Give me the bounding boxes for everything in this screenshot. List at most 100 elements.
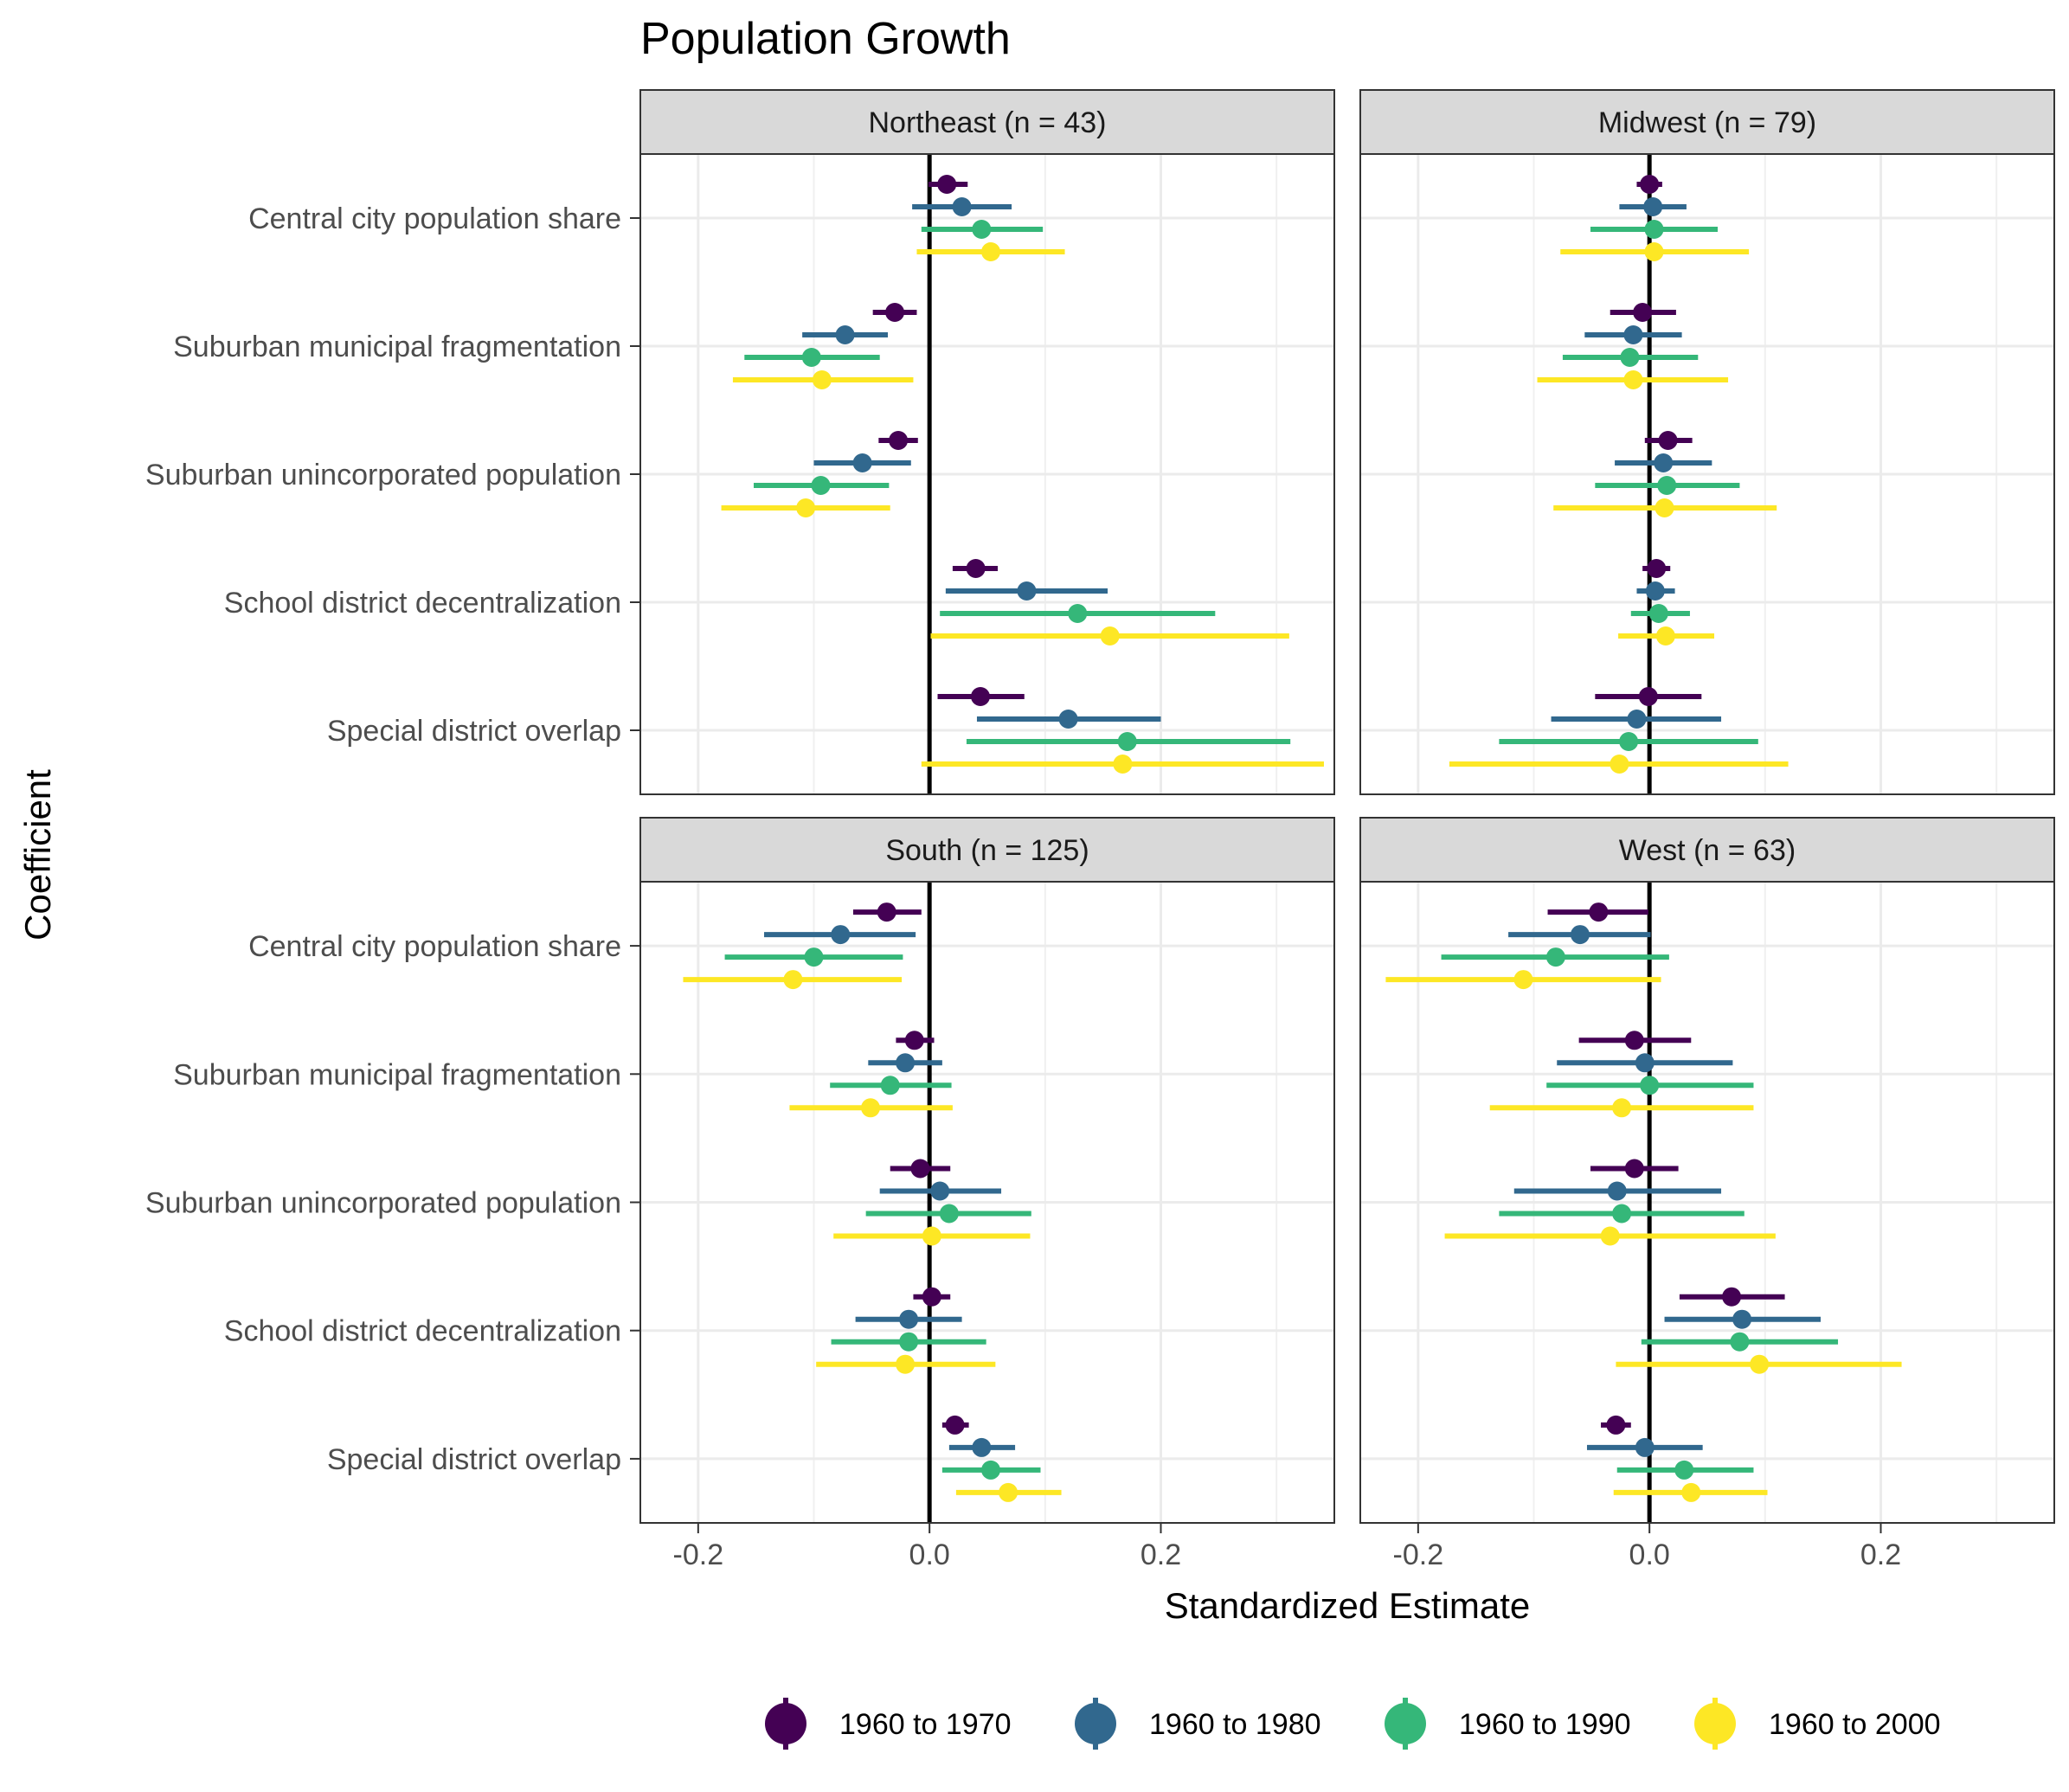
estimate-point xyxy=(1117,732,1137,751)
estimate-point xyxy=(1730,1332,1750,1352)
estimate-point xyxy=(804,947,824,967)
estimate-point xyxy=(1644,242,1664,261)
panel-strip xyxy=(1359,89,2055,155)
estimate-point xyxy=(1627,710,1647,729)
y-tick-label: School district decentralization xyxy=(224,1315,621,1348)
estimate-point xyxy=(852,453,872,472)
estimate-point xyxy=(1612,1098,1632,1118)
estimate-point xyxy=(1113,755,1133,774)
estimate-point xyxy=(1681,1482,1701,1502)
estimate-point xyxy=(1017,581,1037,601)
estimate-point xyxy=(999,1482,1018,1502)
estimate-point xyxy=(1619,732,1639,751)
estimate-point xyxy=(1610,755,1629,774)
estimate-point xyxy=(1640,1076,1660,1095)
estimate-point xyxy=(1545,947,1565,967)
estimate-point xyxy=(899,1332,919,1352)
estimate-point xyxy=(922,1226,941,1246)
legend-key-point xyxy=(1385,1703,1426,1744)
panel-border xyxy=(1359,153,2055,795)
estimate-point xyxy=(1620,348,1640,367)
y-tick-label: Central city population share xyxy=(248,930,621,963)
y-tick-label: Special district overlap xyxy=(327,1443,621,1476)
legend-label: 1960 to 2000 xyxy=(1769,1708,1941,1741)
chart-title: Population Growth xyxy=(640,14,1011,64)
legend: 1960 to 1970 1960 to 1980 1960 to 1990 1960… xyxy=(765,1698,1941,1750)
x-tick-label: 0.0 xyxy=(909,1538,950,1571)
estimate-point xyxy=(1655,498,1674,517)
estimate-point xyxy=(1633,303,1653,322)
legend-key-point xyxy=(1694,1703,1736,1744)
estimate-point xyxy=(831,925,851,945)
estimate-point xyxy=(922,1287,941,1307)
estimate-point xyxy=(1674,1460,1694,1480)
estimate-point xyxy=(952,197,972,216)
legend-label: 1960 to 1970 xyxy=(839,1708,1012,1741)
y-tick-label: Central city population share xyxy=(248,202,621,235)
estimate-point xyxy=(1722,1287,1742,1307)
estimate-point xyxy=(1623,325,1643,344)
y-tick-label: Suburban municipal fragmentation xyxy=(173,331,621,363)
estimate-point xyxy=(910,1159,930,1179)
panel-border xyxy=(1359,881,2055,1524)
estimate-point xyxy=(1643,197,1663,216)
panel: Midwest (n = 79) xyxy=(1359,89,2055,795)
y-tick-label: Suburban unincorporated population xyxy=(145,459,621,491)
panel-strip xyxy=(639,817,1335,883)
estimate-point xyxy=(1606,1415,1626,1435)
estimate-point xyxy=(801,348,821,367)
estimate-point xyxy=(889,431,909,450)
estimate-point xyxy=(1635,1053,1655,1073)
estimate-point xyxy=(1612,1204,1632,1224)
x-tick-label: 0.2 xyxy=(1141,1538,1181,1571)
estimate-point xyxy=(972,220,992,239)
estimate-point xyxy=(1623,370,1643,389)
estimate-point xyxy=(981,1460,1001,1480)
estimate-point xyxy=(930,1181,950,1201)
estimate-point xyxy=(899,1309,919,1329)
estimate-point xyxy=(904,1031,924,1050)
estimate-point xyxy=(1624,1159,1644,1179)
estimate-point xyxy=(1657,476,1677,495)
estimate-point xyxy=(981,242,1001,261)
estimate-point xyxy=(1750,1354,1770,1374)
legend-label: 1960 to 1990 xyxy=(1459,1708,1631,1741)
estimate-point xyxy=(835,325,855,344)
legend-key-point xyxy=(1075,1703,1116,1744)
y-tick-label: School district decentralization xyxy=(224,587,621,620)
estimate-point xyxy=(880,1076,900,1095)
x-axis-title: Standardized Estimate xyxy=(1165,1585,1531,1626)
panel-strip xyxy=(639,89,1335,155)
legend-label: 1960 to 1980 xyxy=(1149,1708,1321,1741)
estimate-point xyxy=(939,1204,959,1224)
estimate-point xyxy=(1648,604,1668,623)
estimate-point xyxy=(1654,453,1674,472)
estimate-point xyxy=(1100,626,1120,646)
legend-key-point xyxy=(765,1703,806,1744)
y-tick-label: Suburban unincorporated population xyxy=(145,1187,621,1220)
legend-item: 1960 to 2000 xyxy=(1694,1698,1941,1750)
estimate-point xyxy=(860,1098,880,1118)
estimate-point xyxy=(1647,559,1667,578)
panel-strip-label: West (n = 63) xyxy=(1619,834,1796,867)
estimate-point xyxy=(1658,431,1678,450)
y-tick-label: Special district overlap xyxy=(327,715,621,748)
panel-strip-label: South (n = 125) xyxy=(885,834,1089,867)
legend-item: 1960 to 1970 xyxy=(765,1698,1012,1750)
estimate-point xyxy=(783,970,803,990)
estimate-point xyxy=(1570,925,1590,945)
estimate-point xyxy=(1655,626,1675,646)
estimate-point xyxy=(812,370,832,389)
legend-item: 1960 to 1980 xyxy=(1075,1698,1321,1750)
panel: Northeast (n = 43) Central city populatio… xyxy=(145,89,1335,795)
estimate-point xyxy=(1068,604,1088,623)
estimate-point xyxy=(1513,970,1533,990)
estimate-point xyxy=(1645,581,1665,601)
estimate-point xyxy=(1644,220,1664,239)
panel-strip-label: Midwest (n = 79) xyxy=(1598,106,1816,139)
estimate-point xyxy=(796,498,816,517)
panel-strip xyxy=(1359,817,2055,883)
panel: South (n = 125) Central city population s… xyxy=(145,817,1335,1571)
estimate-point xyxy=(937,175,957,194)
